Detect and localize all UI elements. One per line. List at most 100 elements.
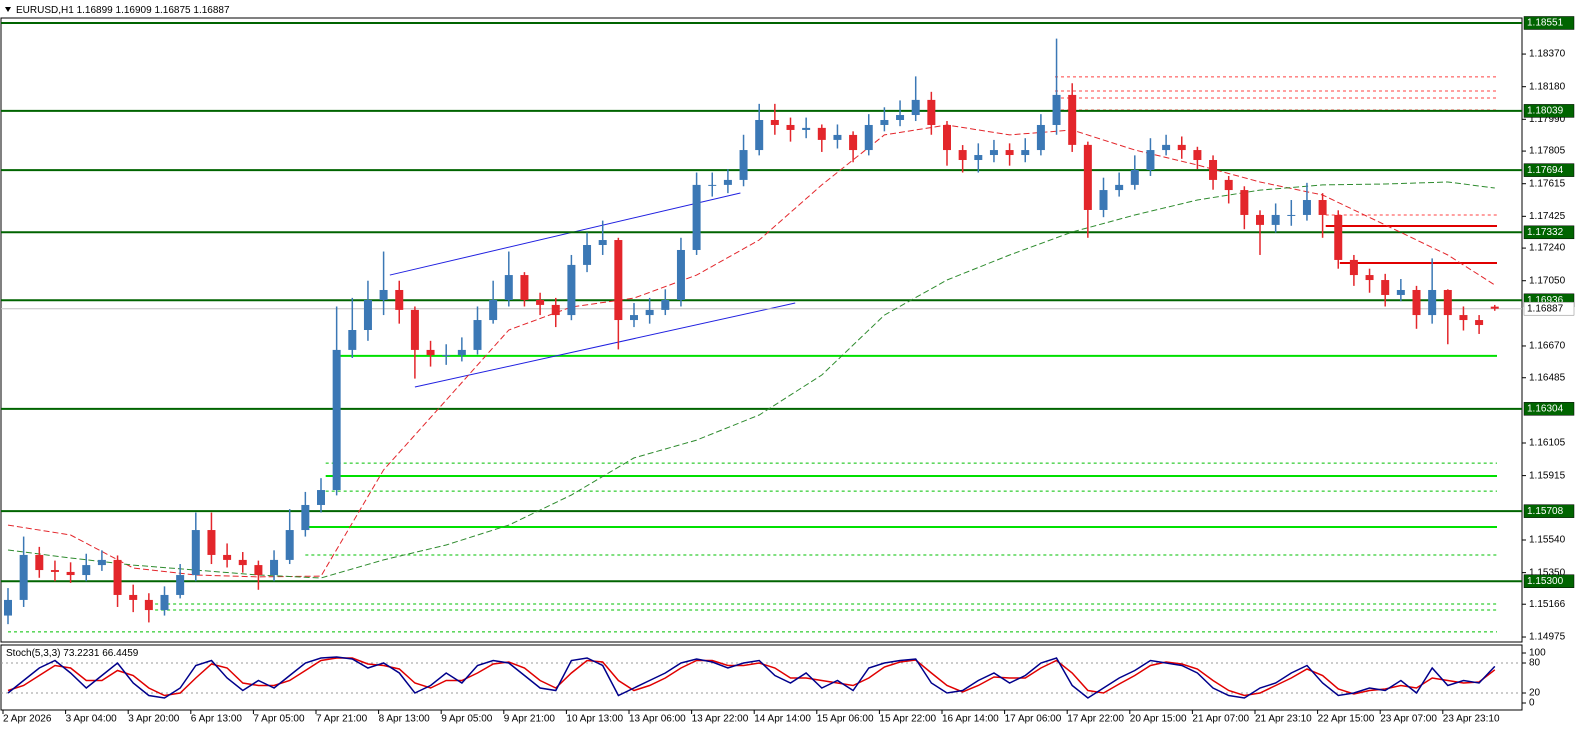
- indicator-line: [7, 657, 1496, 697]
- candle-body: [410, 309, 419, 350]
- y-tick-label: 1.16670: [1529, 341, 1566, 352]
- y-tick-label: 1.16485: [1529, 372, 1566, 383]
- candle-body: [97, 559, 106, 566]
- main-panel: [0, 17, 1523, 643]
- y-tick-label: 1.17240: [1529, 243, 1566, 254]
- x-tick-label: 13 Apr 06:00: [629, 714, 686, 725]
- x-tick-label: 23 Apr 07:00: [1380, 714, 1437, 725]
- candle-body: [849, 134, 858, 151]
- candle-body: [770, 119, 779, 125]
- x-tick-label: 10 Apr 13:00: [566, 714, 623, 725]
- level-label: 1.16936: [1527, 295, 1564, 306]
- ohlc-close: 1.16887: [193, 5, 230, 16]
- y-tick-label: 1.15166: [1529, 599, 1566, 610]
- x-tick-label: 15 Apr 22:00: [879, 714, 936, 725]
- candle-body: [317, 490, 325, 505]
- level-label: 1.15708: [1527, 506, 1564, 517]
- candle-body: [692, 184, 701, 250]
- level-label: 1.18551: [1527, 18, 1564, 29]
- candle-body: [1052, 94, 1061, 125]
- candle-body: [66, 571, 75, 576]
- candle-body: [332, 349, 341, 491]
- level-box: [1523, 104, 1575, 118]
- candle-body: [19, 554, 28, 600]
- candle-body: [489, 299, 498, 321]
- candle-body: [802, 127, 811, 130]
- candle-body: [348, 330, 357, 350]
- x-tick-label: 7 Apr 05:00: [253, 714, 305, 725]
- indicator-tick-label: 100: [1529, 648, 1546, 659]
- candle-body: [1224, 179, 1233, 191]
- candle-body: [1162, 144, 1171, 151]
- candle-body: [4, 599, 12, 616]
- candle-body: [630, 315, 638, 321]
- x-tick-label: 2 Apr 2026: [3, 714, 52, 725]
- candle-body: [457, 349, 466, 356]
- candle-body: [989, 150, 998, 156]
- candle-body: [379, 289, 388, 300]
- candle-body: [1115, 184, 1124, 191]
- x-tick-label: 15 Apr 06:00: [817, 714, 874, 725]
- y-tick-label: 1.17050: [1529, 275, 1566, 286]
- x-tick-label: 22 Apr 15:00: [1318, 714, 1375, 725]
- level-label: 1.15300: [1527, 576, 1564, 587]
- candle-body: [1209, 160, 1218, 180]
- level-box: [1523, 504, 1575, 518]
- y-tick-label: 1.15350: [1529, 567, 1566, 578]
- indicator-tick-label: 80: [1529, 658, 1541, 669]
- x-tick-label: 23 Apr 23:10: [1443, 714, 1500, 725]
- candle-body: [238, 559, 247, 566]
- x-tick-label: 9 Apr 05:00: [441, 714, 493, 725]
- x-tick-label: 8 Apr 13:00: [379, 714, 431, 725]
- x-tick-label: 14 Apr 14:00: [754, 714, 811, 725]
- ohlc-high: 1.16909: [116, 5, 153, 16]
- candle-body: [1349, 259, 1358, 276]
- candle-body: [144, 599, 153, 611]
- candle-body: [1005, 150, 1014, 156]
- indicator-tick-label: 20: [1529, 688, 1541, 699]
- indicator-title: Stoch(5,3,3) 73.2231 66.4459: [6, 648, 139, 659]
- candle-body: [160, 594, 169, 611]
- price-label: 1.16887: [1527, 303, 1564, 314]
- candle-body: [1146, 150, 1155, 170]
- candle-body: [1459, 315, 1468, 321]
- candle-body: [864, 124, 873, 151]
- x-tick-label: 16 Apr 14:00: [942, 714, 999, 725]
- menu-arrow[interactable]: [5, 7, 11, 12]
- candle-body: [426, 349, 435, 356]
- level-box: [1523, 574, 1575, 588]
- trendline: [389, 192, 741, 276]
- level-label: 1.17332: [1527, 227, 1564, 238]
- indicator-panel: [0, 644, 1523, 711]
- candle-body: [395, 289, 404, 310]
- x-tick-label: 6 Apr 13:00: [191, 714, 243, 725]
- candle-body: [927, 99, 936, 125]
- candle-body: [82, 565, 91, 576]
- symbol: EURUSD,H1: [16, 5, 74, 16]
- candle-body: [974, 155, 983, 161]
- level-box: [1523, 163, 1575, 177]
- price-box: [1523, 301, 1575, 316]
- candle-body: [270, 559, 279, 576]
- candle-body: [442, 355, 451, 357]
- candle-body: [676, 249, 685, 300]
- candle-body: [1099, 190, 1108, 210]
- y-tick-label: 1.17615: [1529, 178, 1566, 189]
- candle-body: [1302, 200, 1311, 215]
- candle-body: [583, 245, 592, 265]
- candle-body: [363, 299, 372, 330]
- x-tick-label: 9 Apr 21:00: [504, 714, 556, 725]
- candle-body: [504, 275, 513, 300]
- x-tick-label: 3 Apr 20:00: [128, 714, 180, 725]
- chart-title: EURUSD,H1 1.16899 1.16909 1.16875 1.1688…: [16, 5, 230, 16]
- indicator-tick-label: 0: [1529, 698, 1535, 709]
- candle-body: [536, 299, 545, 305]
- candle-body: [833, 134, 842, 140]
- y-tick-label: 1.17805: [1529, 146, 1566, 157]
- candle-body: [645, 309, 654, 316]
- candle-body: [473, 320, 482, 350]
- x-tick-label: 21 Apr 07:00: [1192, 714, 1249, 725]
- candle-body: [1256, 214, 1264, 225]
- moving-average: [7, 181, 1495, 579]
